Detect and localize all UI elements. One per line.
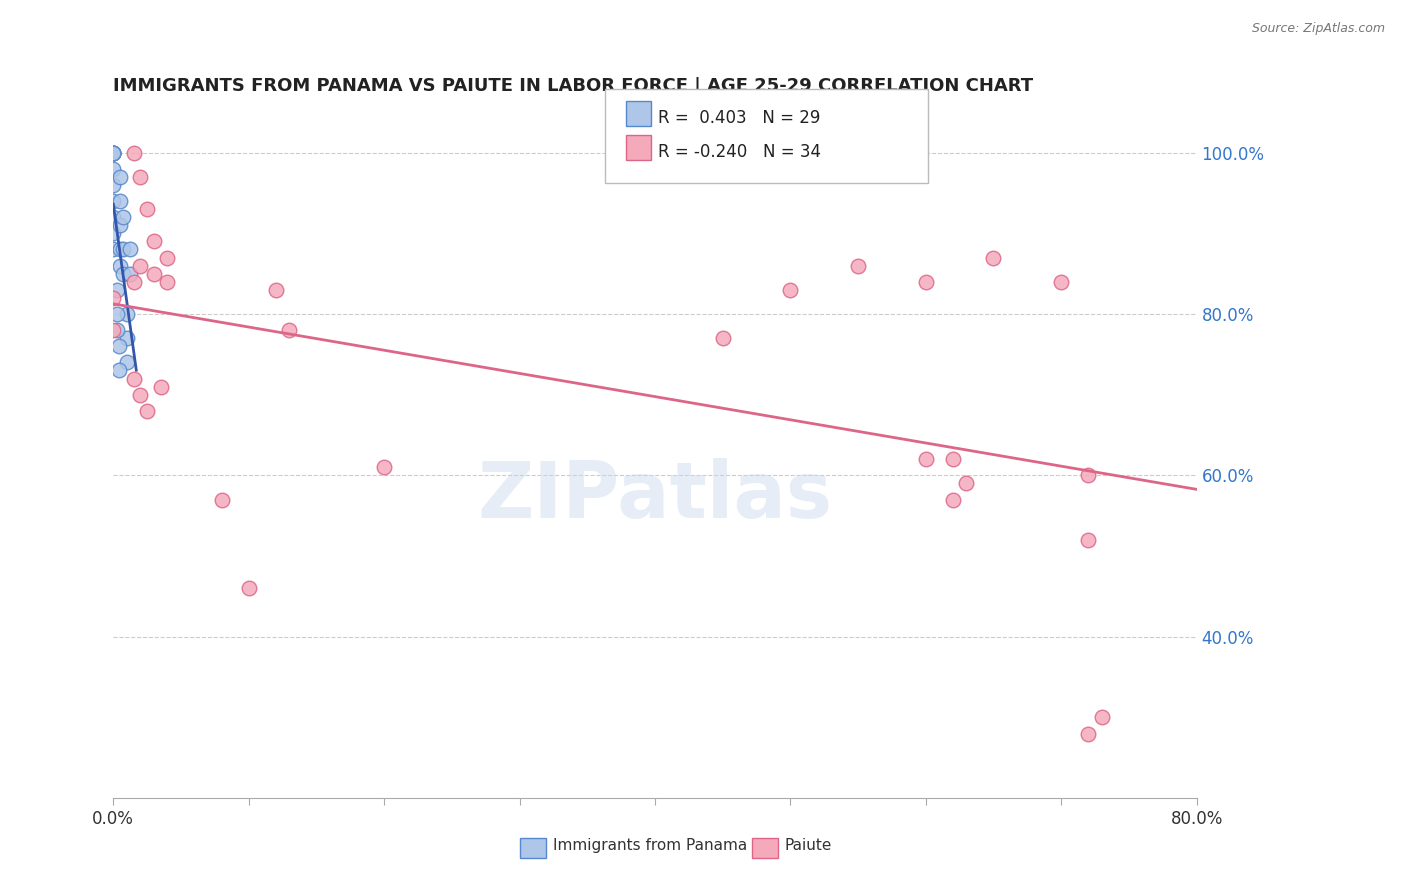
Point: [103, 145, 125, 160]
Point: [103, 210, 125, 224]
Point: [107, 363, 129, 377]
Point: [105, 323, 128, 337]
Point: [942, 492, 965, 507]
Point: [118, 267, 141, 281]
Point: [1077, 726, 1099, 740]
Point: [983, 251, 1005, 265]
Point: [373, 460, 395, 475]
Point: [103, 161, 125, 176]
Point: [105, 283, 128, 297]
Point: [278, 323, 301, 337]
Point: [103, 145, 125, 160]
Point: [149, 379, 172, 393]
Point: [111, 267, 134, 281]
Point: [142, 267, 165, 281]
Point: [108, 194, 131, 208]
Point: [1050, 275, 1073, 289]
Point: [1091, 710, 1114, 724]
Point: [108, 243, 131, 257]
Text: Paiute: Paiute: [785, 838, 832, 854]
Point: [103, 194, 125, 208]
Point: [103, 145, 125, 160]
Point: [942, 452, 965, 467]
Point: [115, 331, 138, 345]
Point: [914, 275, 936, 289]
Point: [129, 259, 152, 273]
Point: [103, 291, 125, 305]
Point: [136, 404, 159, 418]
Point: [115, 355, 138, 369]
Point: [136, 202, 159, 216]
Point: [108, 169, 131, 184]
Text: Immigrants from Panama: Immigrants from Panama: [553, 838, 747, 854]
Point: [846, 259, 869, 273]
Text: ZIPatlas: ZIPatlas: [478, 458, 832, 534]
Point: [129, 387, 152, 401]
Text: R =  0.403   N = 29: R = 0.403 N = 29: [658, 109, 820, 127]
Point: [118, 243, 141, 257]
Text: Source: ZipAtlas.com: Source: ZipAtlas.com: [1251, 22, 1385, 36]
Point: [103, 178, 125, 192]
Point: [156, 275, 179, 289]
Point: [111, 210, 134, 224]
Point: [711, 331, 734, 345]
Point: [122, 371, 145, 385]
Point: [105, 307, 128, 321]
Point: [779, 283, 801, 297]
Point: [264, 283, 287, 297]
Point: [103, 243, 125, 257]
Point: [211, 492, 233, 507]
Point: [238, 582, 260, 596]
Text: IMMIGRANTS FROM PANAMA VS PAIUTE IN LABOR FORCE | AGE 25-29 CORRELATION CHART: IMMIGRANTS FROM PANAMA VS PAIUTE IN LABO…: [114, 78, 1033, 95]
Point: [103, 227, 125, 241]
Point: [156, 251, 179, 265]
Point: [122, 275, 145, 289]
Point: [1077, 468, 1099, 483]
Point: [108, 219, 131, 233]
Point: [103, 145, 125, 160]
Point: [107, 339, 129, 353]
Point: [111, 243, 134, 257]
Point: [103, 323, 125, 337]
Point: [115, 307, 138, 321]
Point: [122, 145, 145, 160]
Point: [1077, 533, 1099, 547]
Point: [142, 235, 165, 249]
Point: [955, 476, 977, 491]
Point: [103, 145, 125, 160]
Point: [108, 259, 131, 273]
Text: R = -0.240   N = 34: R = -0.240 N = 34: [658, 143, 821, 161]
Point: [914, 452, 936, 467]
Point: [129, 169, 152, 184]
